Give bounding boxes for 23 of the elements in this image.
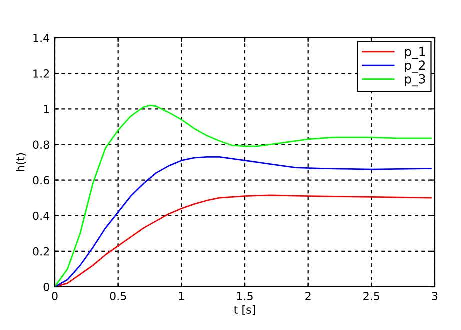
- y-tick-label: 0.4: [33, 212, 50, 220]
- x-tick-label: 1: [179, 292, 184, 300]
- legend-label: p_3: [405, 74, 426, 87]
- y-axis-title: h(t): [16, 153, 26, 172]
- line-series: [55, 156, 432, 287]
- legend-label: p_1: [405, 47, 426, 60]
- x-tick-label: 0.5: [110, 292, 126, 300]
- y-tick-label: 1.2: [34, 70, 50, 78]
- y-tick-label: 1.4: [34, 34, 50, 42]
- y-tick-label: 1: [44, 105, 50, 114]
- x-tick-label: 3: [432, 292, 438, 300]
- x-tick-label: 2: [306, 292, 311, 300]
- x-tick-label: 1.5: [237, 292, 253, 300]
- x-axis-title: t [s]: [234, 305, 256, 316]
- legend-label: p_2: [405, 60, 425, 73]
- y-tick-label: 0.2: [33, 247, 50, 256]
- line-series: [55, 104, 432, 287]
- x-tick-label: 0: [52, 292, 58, 300]
- y-tick-label: 0: [44, 282, 50, 292]
- y-tick-label: 0.8: [33, 140, 50, 150]
- line-series: [55, 194, 432, 287]
- y-tick-label: 0.6: [33, 176, 50, 185]
- x-tick-label: 2.5: [364, 292, 380, 300]
